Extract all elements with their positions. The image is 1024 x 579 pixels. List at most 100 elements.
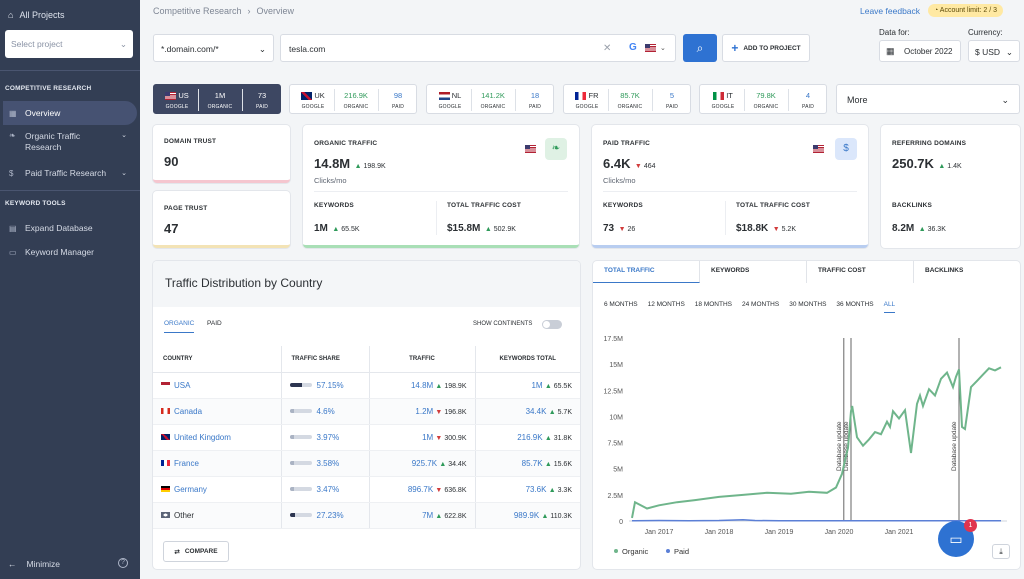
leave-feedback-link[interactable]: Leave feedback <box>860 6 921 16</box>
range-6-months[interactable]: 6 MONTHS <box>604 301 638 308</box>
range-30-months[interactable]: 30 MONTHS <box>789 301 827 308</box>
country-name[interactable]: USA <box>174 380 191 390</box>
tab-backlinks[interactable]: BACKLINKS <box>925 267 964 274</box>
domain-mode-dropdown[interactable]: *.domain.com/* ⌄ <box>153 34 274 62</box>
country-tab-it[interactable]: IT GOOGLE 79.8K ORGANIC 4 PAID <box>699 84 827 114</box>
calendar-icon: ▦ <box>886 46 895 56</box>
country-cell: USA <box>153 372 282 399</box>
home-icon: ⌂ <box>8 10 14 20</box>
annotation-label: Database update <box>843 421 850 471</box>
traffic-share-value: 4.6% <box>316 406 335 416</box>
more-countries-dropdown[interactable]: More ⌄ <box>836 84 1020 114</box>
table-row: France 3.58% 925.7K ▲ 34.4K 85.7K ▲ 15.6K <box>153 450 580 477</box>
referring-domains-label: REFERRING DOMAINS <box>892 140 967 147</box>
help-icon[interactable]: ? <box>118 558 128 568</box>
currency-dropdown[interactable]: $ USD ⌄ <box>968 40 1020 62</box>
traffic-value[interactable]: 1M <box>422 432 434 442</box>
x-tick-label: Jan 2018 <box>705 529 734 536</box>
sidebar-item-keyword-manager[interactable]: ▭ Keyword Manager <box>3 240 137 264</box>
sidebar-item-paid-traffic[interactable]: $ Paid Traffic Research ⌄ <box>3 161 137 185</box>
organic-cost-value: $15.8M <box>447 223 481 234</box>
export-button[interactable]: ⤓ <box>992 544 1010 559</box>
flag-icon <box>161 408 170 415</box>
organic-traffic-card: ORGANIC TRAFFIC ❧ 14.8M ▲ 198.9K Clicks/… <box>303 125 579 248</box>
date-picker[interactable]: ▦ October 2022 <box>879 40 961 62</box>
paid-value: 73 <box>257 91 267 100</box>
sidebar-item-organic-traffic[interactable]: ❧ Organic Traffic Research ⌄ <box>3 131 137 153</box>
country-cell: United Kingdom <box>153 424 282 451</box>
keywords-value[interactable]: 216.9K <box>517 432 543 442</box>
keywords-value[interactable]: 34.4K <box>525 406 547 416</box>
country-name[interactable]: Germany <box>174 484 207 494</box>
country-tab-uk[interactable]: UK GOOGLE 216.9K ORGANIC 98 PAID <box>289 84 417 114</box>
breadcrumb-separator: › <box>247 6 251 16</box>
keywords-delta: 3.3K <box>557 486 572 494</box>
country-tab-nl[interactable]: NL GOOGLE 141.2K ORGANIC 18 PAID <box>426 84 554 114</box>
traffic-value[interactable]: 14.8M <box>410 380 434 390</box>
col-traffic-share[interactable]: TRAFFIC SHARE <box>281 346 370 373</box>
breadcrumb-root[interactable]: Competitive Research <box>153 6 242 16</box>
select-project-dropdown[interactable]: Select project ⌄ <box>5 30 133 58</box>
tab-keywords[interactable]: KEYWORDS <box>700 261 807 283</box>
compare-button[interactable]: ⇄ COMPARE <box>163 541 229 562</box>
share-cell: 4.6% <box>281 398 370 425</box>
country-tab-us[interactable]: US GOOGLE 1M ORGANIC 73 PAID <box>153 84 281 114</box>
distribution-title: Traffic Distribution by Country <box>165 276 323 290</box>
add-to-project-button[interactable]: + ADD TO PROJECT <box>722 34 810 62</box>
range-12-months[interactable]: 12 MONTHS <box>647 301 685 308</box>
legend-marker <box>666 549 670 553</box>
sidebar-item-overview[interactable]: ▦ Overview <box>3 101 137 125</box>
country-tab-fr[interactable]: FR GOOGLE 85.7K ORGANIC 5 PAID <box>563 84 691 114</box>
keywords-value[interactable]: 73.6K <box>525 484 547 494</box>
traffic-value[interactable]: 925.7K <box>411 458 438 468</box>
keywords-value[interactable]: 85.7K <box>521 458 543 468</box>
domain-mode-value: *.domain.com/* <box>161 44 219 54</box>
tab-paid[interactable]: PAID <box>207 320 222 327</box>
google-label: GOOGLE <box>165 104 189 111</box>
paid-label: PAID <box>665 104 679 110</box>
organic-value: 216.9K <box>344 91 368 100</box>
x-tick-label: Jan 2021 <box>885 529 914 536</box>
paid-cost-label: TOTAL TRAFFIC COST <box>736 202 811 209</box>
sidebar-item-expand-database[interactable]: ▤ Expand Database <box>3 216 137 240</box>
tab-total-traffic[interactable]: TOTAL TRAFFIC <box>593 261 700 283</box>
show-continents-toggle[interactable] <box>542 320 562 329</box>
organic-value: 85.7K <box>620 91 640 100</box>
traffic-value[interactable]: 896.7K <box>407 484 434 494</box>
range-24-months[interactable]: 24 MONTHS <box>742 301 780 308</box>
tab-organic[interactable]: ORGANIC <box>164 320 195 333</box>
tab-traffic-cost[interactable]: TRAFFIC COST <box>807 261 914 283</box>
minimize-button[interactable]: ← Minimize <box>8 559 60 569</box>
country-name[interactable]: United Kingdom <box>174 432 231 442</box>
search-query: tesla.com <box>289 44 326 54</box>
range-all[interactable]: ALL <box>883 301 896 313</box>
col-traffic[interactable]: TRAFFIC <box>369 346 476 373</box>
country-code: US <box>178 91 189 100</box>
chevron-down-icon[interactable]: ⌄ <box>660 45 666 52</box>
organic-label: ORGANIC <box>207 104 233 110</box>
us-flag-icon[interactable] <box>645 44 656 52</box>
more-label: More <box>847 95 868 105</box>
arrow-left-icon: ← <box>8 559 17 569</box>
series-line-organic <box>631 366 1002 519</box>
keywords-value[interactable]: 1M <box>531 380 543 390</box>
country-name[interactable]: France <box>174 458 199 468</box>
col-country[interactable]: COUNTRY <box>153 346 282 373</box>
search-button[interactable]: ⌕ <box>683 34 717 62</box>
all-projects-link[interactable]: ⌂ All Projects <box>8 10 64 20</box>
traffic-delta: 196.8K <box>444 408 467 416</box>
domain-search-input[interactable]: tesla.com ✕ G ⌄ <box>280 34 676 62</box>
keywords-delta: 5.7K <box>557 408 572 416</box>
country-name[interactable]: Canada <box>174 406 203 416</box>
share-cell: 57.15% <box>281 372 370 399</box>
range-36-months[interactable]: 36 MONTHS <box>836 301 874 308</box>
backlinks-label: BACKLINKS <box>892 202 933 209</box>
flag-icon <box>161 460 170 467</box>
range-18-months[interactable]: 18 MONTHS <box>694 301 732 308</box>
traffic-value[interactable]: 1.2M <box>415 406 434 416</box>
keywords-cell: 1M ▲ 65.5K <box>475 372 580 399</box>
col-keywords-total[interactable]: KEYWORDS TOTAL <box>475 346 580 373</box>
page-trust-value: 47 <box>164 221 179 236</box>
sidebar: ⌂ All Projects Select project ⌄ COMPETITIV… <box>0 0 140 579</box>
clear-icon[interactable]: ✕ <box>603 43 612 54</box>
